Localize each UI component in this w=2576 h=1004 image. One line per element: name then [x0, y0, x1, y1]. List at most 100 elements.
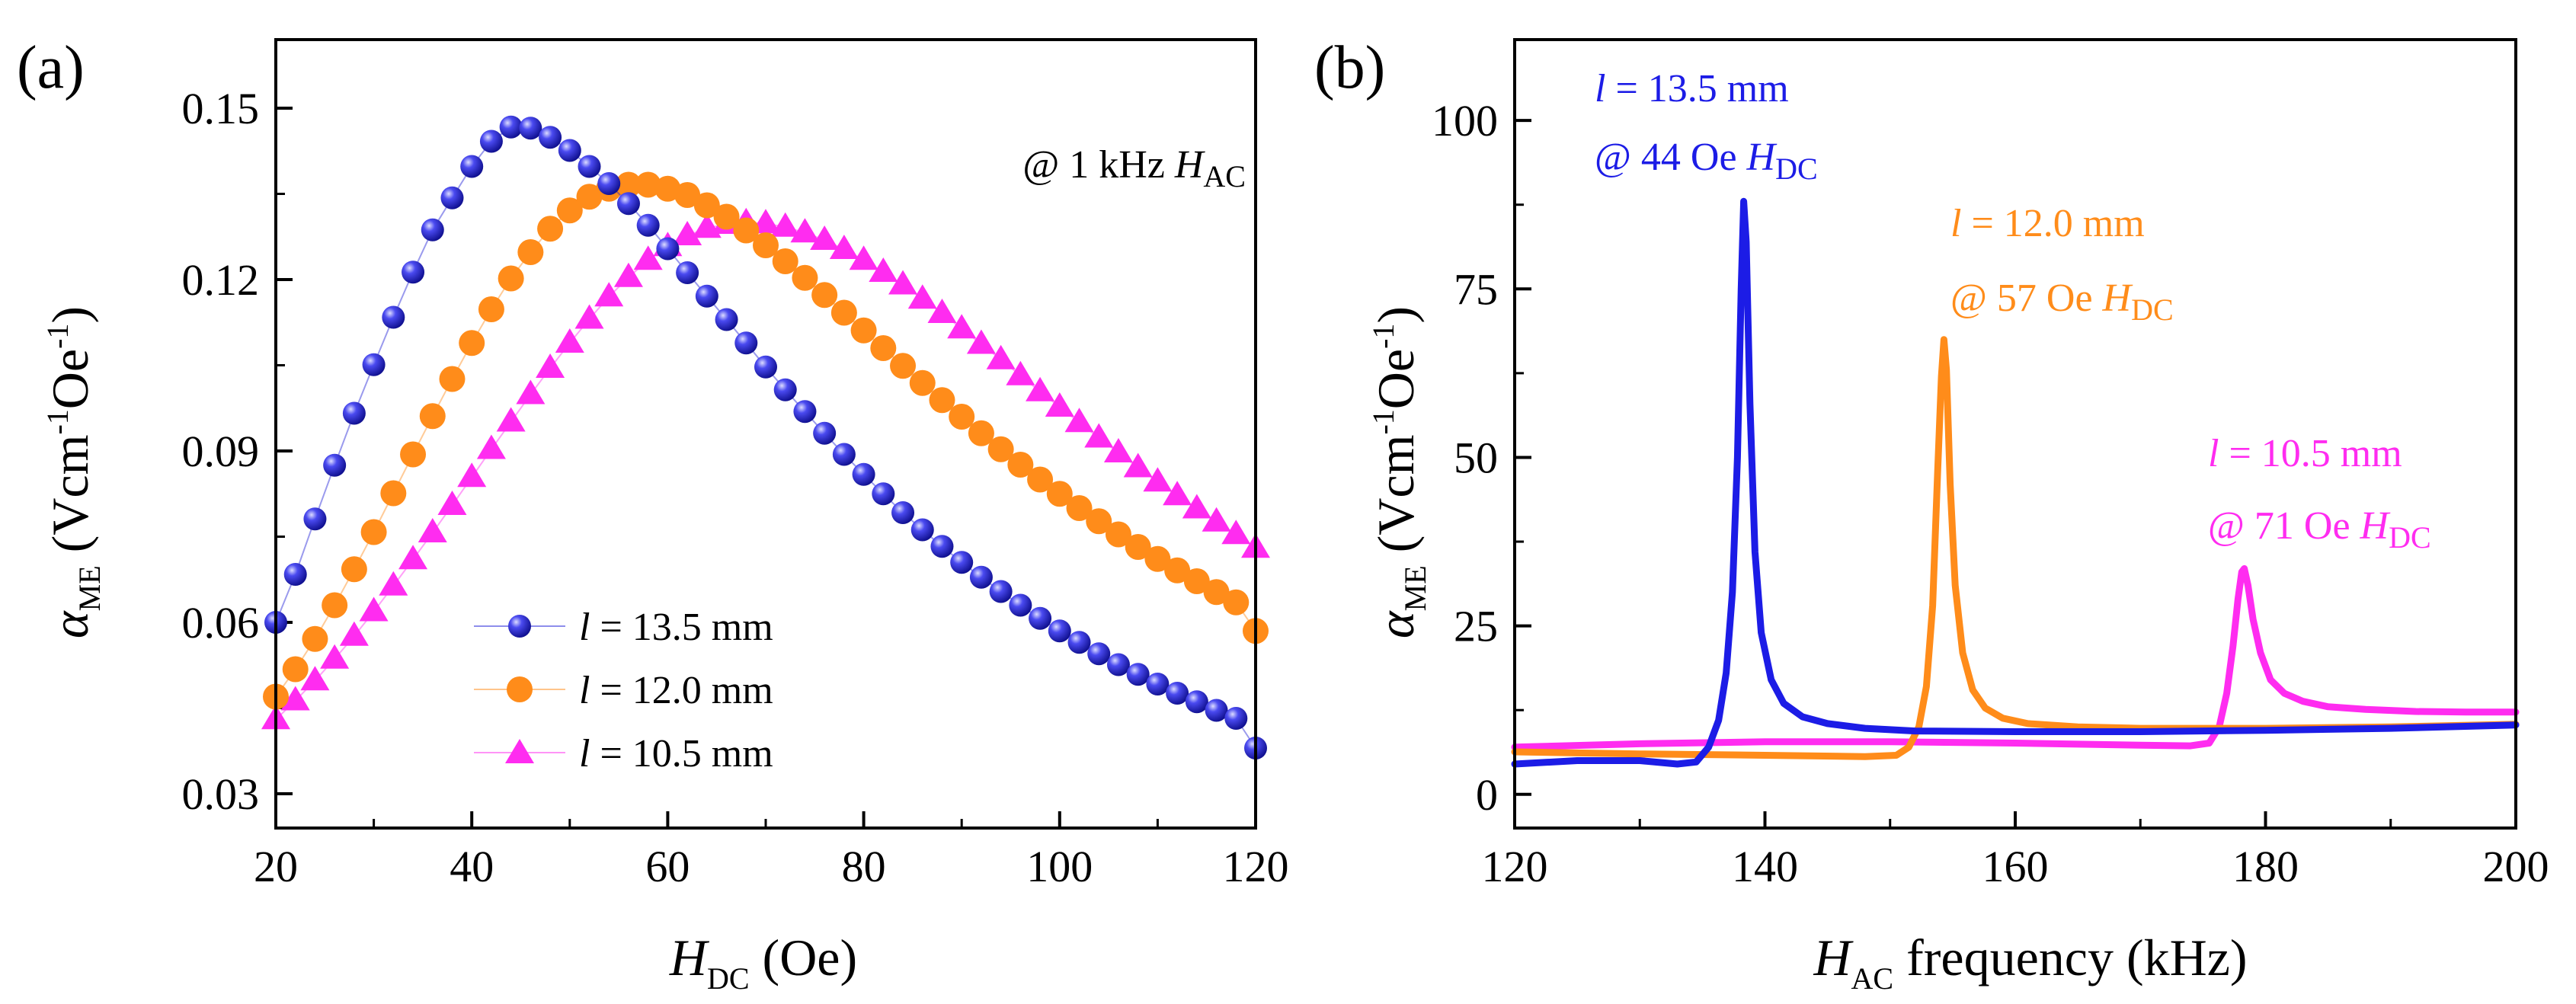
data-point: [517, 239, 544, 265]
data-point: [382, 305, 405, 329]
annotation-12-0mm-sub: DC: [2131, 293, 2174, 327]
data-point: [1182, 494, 1211, 519]
data-point: [555, 328, 584, 353]
data-point: [753, 232, 779, 258]
legend-marker-10-5mm: [505, 739, 534, 763]
data-point: [616, 192, 640, 216]
legend-text-12-0mm: = 12.0 mm: [590, 669, 773, 712]
data-point: [1164, 557, 1191, 584]
data-point: [576, 184, 603, 210]
data-point: [380, 480, 407, 507]
panel-a-annotation: @ 1 kHz HAC: [1022, 143, 1246, 193]
data-point: [829, 235, 859, 260]
data-point: [1045, 392, 1074, 417]
data-point: [869, 257, 898, 283]
data-point: [656, 237, 680, 261]
annotation-13-5mm-h: H: [1746, 136, 1778, 179]
data-point: [832, 443, 856, 466]
data-point: [1084, 423, 1114, 448]
y-tick-label: 0.12: [182, 255, 260, 305]
legend-marker-13-5mm: [508, 615, 531, 638]
data-point: [613, 262, 643, 287]
data-point: [1067, 631, 1091, 654]
x-tick-label: 20: [254, 842, 298, 891]
data-point: [574, 304, 604, 329]
x-tick-label: 120: [1223, 842, 1289, 891]
panel-b-x-axis-label: HAC frequency (kHz): [1813, 929, 2247, 996]
panel-b-ylabel-unit: (Vcm: [1367, 435, 1425, 566]
panel-b-xlabel-sub: AC: [1851, 961, 1894, 996]
data-point: [1166, 682, 1189, 705]
data-point: [537, 216, 564, 242]
panel-a-xlabel-h: H: [669, 929, 710, 986]
data-point: [1006, 360, 1035, 385]
data-point: [283, 563, 307, 586]
data-point: [888, 270, 918, 295]
legend-entry-10-5mm: l = 10.5 mm: [474, 732, 773, 775]
panel-b-xlabel-rest: frequency (kHz): [1893, 929, 2247, 986]
y-tick-label: 0.09: [182, 427, 260, 476]
data-point: [1123, 452, 1153, 478]
data-point: [695, 284, 718, 308]
data-point: [673, 221, 702, 246]
panel-a-y-axis-label: αME (Vcm-1Oe-1): [40, 306, 107, 638]
data-point: [1144, 545, 1171, 572]
annotation-10-5mm-sub: DC: [2389, 520, 2431, 555]
panel-b-ylabel-exp1: -1: [1366, 409, 1400, 434]
data-point: [969, 565, 993, 589]
data-point: [1224, 707, 1248, 730]
data-point: [635, 171, 661, 198]
data-point: [460, 155, 484, 178]
panel-a-plot-frame: [274, 38, 1257, 830]
data-point: [674, 182, 701, 208]
data-point: [516, 379, 546, 404]
data-point: [1086, 508, 1112, 535]
data-point: [790, 218, 820, 243]
panel-b-xlabel-h: H: [1813, 929, 1854, 986]
data-point: [1202, 507, 1231, 532]
panel-a-ylabel-exp2: -1: [40, 324, 75, 349]
legend-text-10-5mm: = 10.5 mm: [590, 732, 773, 775]
data-point: [339, 621, 369, 646]
data-point: [733, 217, 760, 244]
panel-a-ylabel-end: ): [41, 306, 99, 324]
data-point: [302, 625, 328, 652]
data-point: [989, 580, 1013, 603]
data-point: [421, 218, 444, 241]
panel-b-ylabel-oe: Oe: [1367, 349, 1425, 409]
annotation-12-0mm-h: H: [2102, 277, 2133, 320]
panel-b-series: [1511, 197, 2520, 768]
data-point: [1221, 520, 1251, 545]
y-tick-label: 25: [1454, 602, 1498, 651]
legend-label-12-0mm: l = 12.0 mm: [579, 669, 773, 712]
data-point: [360, 519, 387, 545]
data-point: [323, 453, 347, 477]
data-point: [519, 117, 542, 140]
y-tick-label: 0: [1476, 770, 1498, 820]
data-point: [303, 507, 327, 531]
x-tick-label: 80: [842, 842, 886, 891]
annotation-10-5mm-text: = 10.5 mm: [2219, 432, 2402, 475]
data-point: [676, 261, 699, 284]
data-point: [476, 434, 506, 459]
data-point: [498, 265, 524, 292]
panel-a-annotation-pre: @ 1 kHz: [1022, 143, 1175, 187]
data-point: [1103, 438, 1133, 463]
data-point: [890, 353, 917, 379]
legend-label-10-5mm: l = 10.5 mm: [579, 732, 773, 775]
panel-a-xlabel-rest: (Oe): [750, 929, 858, 986]
panel-b-label: (b): [1314, 34, 1385, 101]
series-line-12-0-mm: [1511, 336, 2520, 760]
data-point: [539, 126, 562, 149]
data-point: [558, 139, 581, 162]
data-point: [597, 172, 621, 195]
panel-b-ylabel-sub: ME: [1398, 565, 1432, 611]
panel-a-ylabel-oe: Oe: [41, 349, 99, 409]
annotation-12-0mm-line2: @ 57 Oe HDC: [1950, 277, 2174, 327]
annotation-12-0mm-var: l: [1950, 202, 1961, 245]
data-point: [810, 225, 840, 251]
data-point: [654, 175, 681, 202]
data-point: [419, 403, 446, 430]
